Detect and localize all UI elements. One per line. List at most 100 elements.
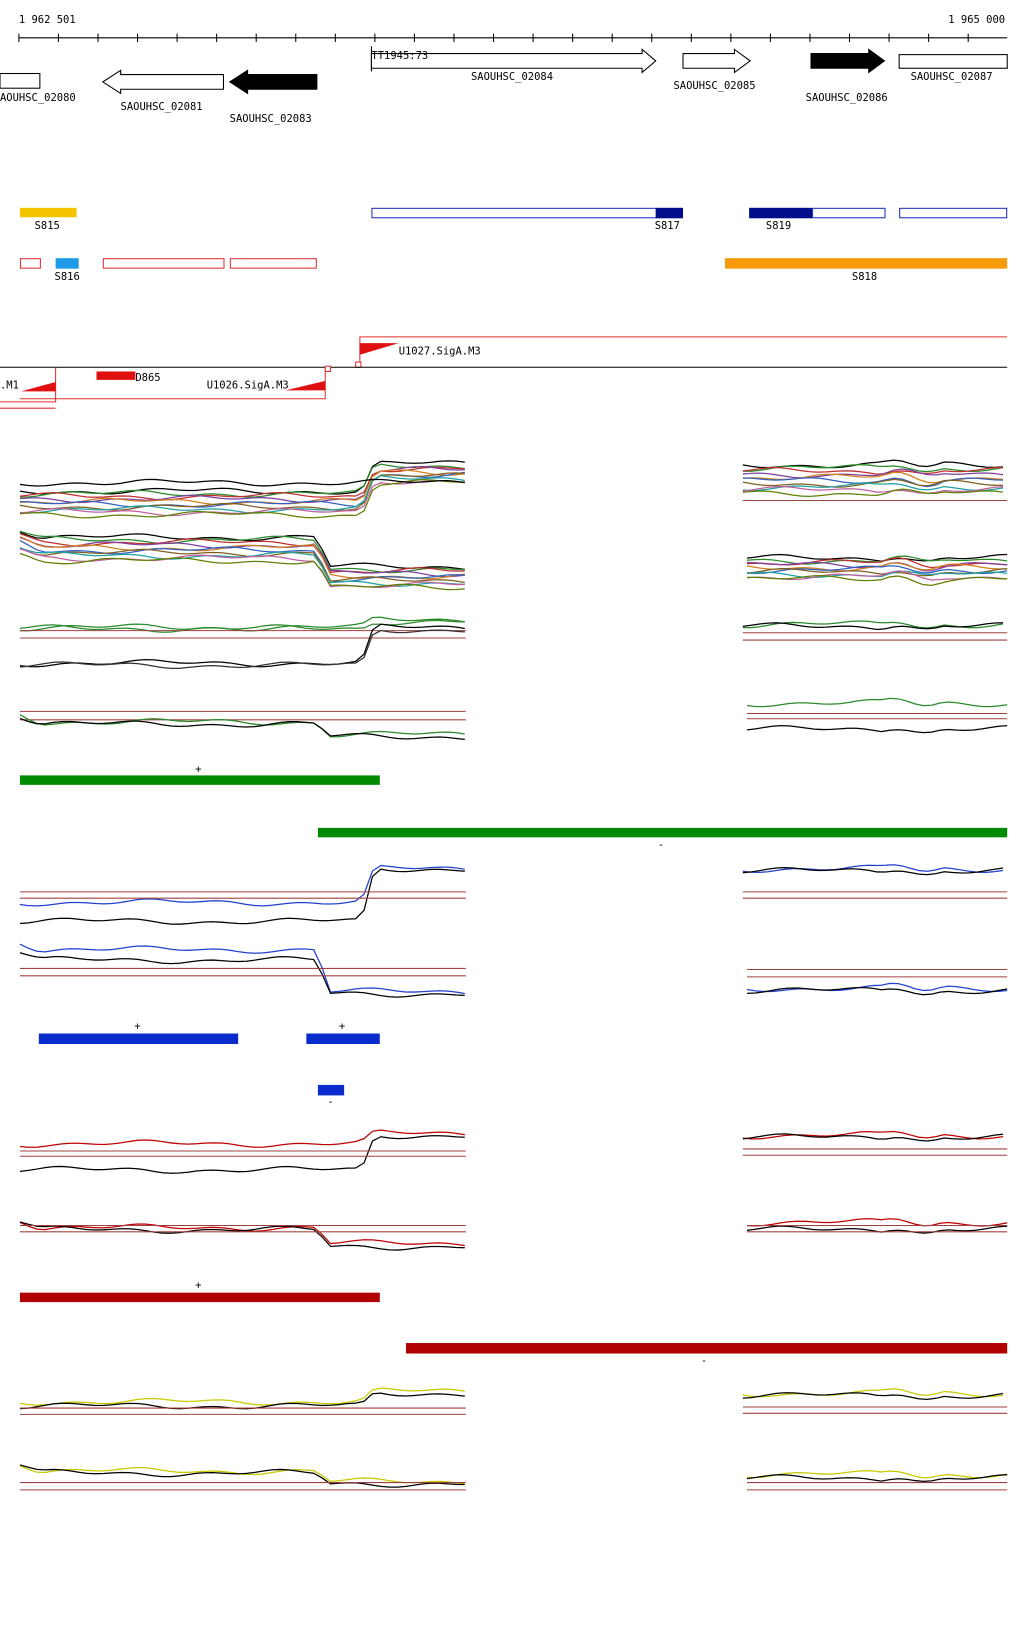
trace xyxy=(19,714,465,738)
trace xyxy=(19,943,465,995)
trace xyxy=(746,724,1008,734)
strand-label: + xyxy=(134,1020,140,1032)
trace xyxy=(742,1388,1004,1398)
trace xyxy=(19,952,465,998)
trace xyxy=(19,478,465,487)
strand-label: - xyxy=(701,1355,707,1367)
segment-label: S819 xyxy=(766,220,791,232)
trace xyxy=(742,867,1004,876)
trace xyxy=(747,1470,1008,1479)
segment xyxy=(102,258,225,269)
promoter-mark xyxy=(96,371,136,380)
trace xyxy=(19,629,465,670)
strand-label: + xyxy=(195,1279,201,1291)
promoter-mark xyxy=(359,343,399,355)
trace xyxy=(742,864,1004,873)
segment xyxy=(812,207,886,219)
trace xyxy=(747,575,1008,587)
gene-arrow xyxy=(810,48,886,74)
gene-arrow xyxy=(101,69,224,95)
trace xyxy=(19,460,465,495)
expression-traces xyxy=(19,459,1008,1491)
genes xyxy=(0,46,1008,95)
trace xyxy=(19,1392,465,1410)
strand-bar xyxy=(19,775,380,785)
trace xyxy=(19,868,465,925)
strand-bar xyxy=(38,1033,239,1044)
trace xyxy=(19,466,465,501)
trace xyxy=(19,475,465,514)
trace xyxy=(746,565,1008,575)
terminator-label: TT1945:73 xyxy=(371,50,428,62)
gene-label: SAOUHSC_02083 xyxy=(230,113,312,125)
trace xyxy=(19,1465,465,1485)
trace xyxy=(742,464,1004,473)
strand-label: + xyxy=(339,1020,345,1032)
gene-label: SAOUHSC_02084 xyxy=(471,71,553,83)
trace xyxy=(19,1135,465,1174)
trace xyxy=(742,1392,1004,1400)
trace xyxy=(19,623,465,668)
trace xyxy=(19,547,465,584)
strand-label: - xyxy=(327,1096,333,1108)
gene-label: SAOUHSC_02085 xyxy=(673,80,755,92)
segment-label: S816 xyxy=(55,271,80,283)
promoter-line xyxy=(0,367,57,403)
trace xyxy=(19,472,465,511)
promoter-mark xyxy=(20,381,56,392)
trace xyxy=(742,622,1004,631)
gene-label: SAOUHSC_02081 xyxy=(121,101,203,113)
trace xyxy=(746,1218,1008,1227)
strand-bar xyxy=(317,1084,345,1096)
segment xyxy=(655,207,684,219)
strand-bar xyxy=(306,1033,380,1044)
promoter-label: .M1 xyxy=(0,379,19,391)
trace xyxy=(746,553,1008,562)
segment-label: S818 xyxy=(852,271,877,283)
trace xyxy=(19,469,465,506)
promoter-mark xyxy=(355,361,362,368)
trace xyxy=(19,479,465,519)
segment-label: S815 xyxy=(35,220,60,232)
trace xyxy=(742,488,1004,497)
promoter-mark xyxy=(285,380,326,391)
trace xyxy=(742,1133,1004,1142)
trace xyxy=(19,530,465,574)
gene-label: SAOUHSC_02087 xyxy=(911,71,993,83)
trace xyxy=(19,717,465,740)
gene-arrow xyxy=(228,69,318,95)
segment xyxy=(19,207,77,218)
gene-box xyxy=(0,72,41,89)
trace xyxy=(746,697,1008,708)
trace xyxy=(19,536,465,578)
strand-label: - xyxy=(658,839,664,851)
strand-label: + xyxy=(195,763,201,775)
strand-bar xyxy=(317,827,1008,838)
trace xyxy=(742,1130,1004,1140)
strand-bar xyxy=(406,1343,1008,1354)
trace xyxy=(746,987,1008,996)
segment xyxy=(724,258,1008,269)
trace xyxy=(19,539,465,583)
promoter-label: U1026.SigA.M3 xyxy=(207,379,289,391)
segment xyxy=(55,258,79,269)
promoter-mark xyxy=(324,365,332,373)
promoter-line xyxy=(19,367,326,400)
segment xyxy=(19,258,41,269)
trace xyxy=(746,982,1008,993)
axis-ticks xyxy=(18,33,969,43)
segment xyxy=(749,207,813,219)
segment xyxy=(899,207,1008,219)
trace xyxy=(19,1387,465,1406)
strand-bar xyxy=(19,1292,380,1303)
trace xyxy=(19,1464,465,1488)
gene-box xyxy=(898,54,1008,69)
gene-label: AOUHSC_02080 xyxy=(0,92,76,104)
axis-start: 1 962 501 xyxy=(19,14,76,26)
trace xyxy=(742,466,1004,475)
segment-label: S817 xyxy=(655,220,680,232)
segment xyxy=(229,258,317,269)
trace xyxy=(19,548,465,589)
